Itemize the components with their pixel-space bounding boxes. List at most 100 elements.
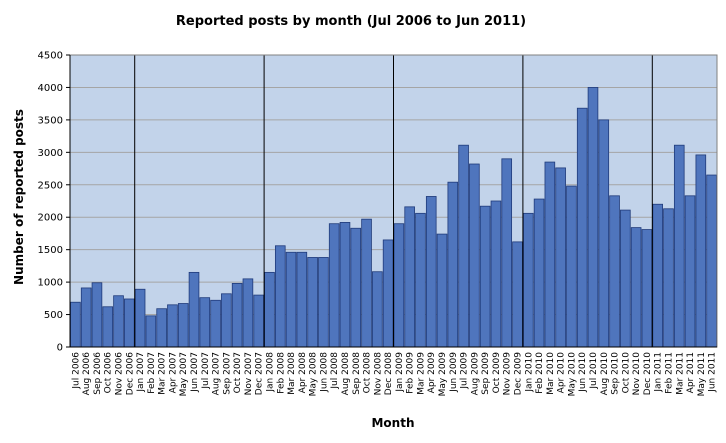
x-tick-label: Jun 2008: [319, 352, 329, 393]
bar: [630, 227, 642, 348]
bar: [523, 212, 534, 348]
x-tick-label: Nov 2006: [115, 352, 125, 396]
x-tick-label: Jun 2011: [708, 352, 718, 393]
bar: [328, 223, 340, 348]
x-tick-label: Jul 2010: [589, 352, 599, 390]
x-tick-label: Jul 2007: [201, 352, 211, 390]
bar: [102, 306, 114, 348]
x-tick-label: Dec 2007: [255, 352, 265, 395]
x-tick-label: Jan 2008: [265, 352, 275, 393]
bar: [566, 185, 577, 348]
y-tick-label: 1500: [38, 245, 63, 256]
bar: [490, 200, 502, 348]
x-tick-label: Dec 2009: [514, 352, 524, 395]
bar: [274, 245, 286, 348]
x-tick-label: Feb 2010: [535, 352, 545, 394]
x-tick-label: Dec 2008: [384, 352, 394, 395]
bar: [285, 251, 297, 348]
bar: [469, 163, 480, 348]
x-tick-label: Feb 2007: [147, 352, 157, 394]
bar: [221, 293, 232, 348]
x-tick-label: May 2010: [567, 352, 577, 397]
x-tick-label: Jan 2010: [524, 352, 534, 393]
x-tick-label: May 2008: [309, 352, 319, 397]
x-tick-label: Sep 2006: [93, 352, 103, 395]
x-tick-label: May 2009: [438, 352, 448, 397]
bar: [80, 287, 92, 348]
bar: [415, 212, 426, 348]
bar: [91, 282, 103, 348]
bar: [253, 294, 264, 348]
x-tick-label: Mar 2008: [287, 352, 297, 395]
bar: [663, 208, 674, 348]
x-tick-label: Aug 2006: [82, 352, 92, 396]
bar: [598, 119, 610, 348]
y-tick-label: 4500: [38, 51, 63, 62]
x-tick-label: Apr 2007: [168, 352, 178, 393]
bar: [318, 257, 329, 348]
y-tick-label: 2000: [38, 213, 63, 224]
bar: [587, 87, 599, 348]
x-tick-label: Oct 2008: [363, 352, 373, 394]
x-tick-label: Dec 2006: [125, 352, 135, 395]
x-tick-label: Mar 2011: [675, 352, 685, 395]
x-tick-label: Sep 2007: [222, 352, 232, 395]
y-tick-label: 3500: [38, 115, 63, 126]
y-tick-label: 3000: [38, 148, 63, 159]
x-tick-label: May 2007: [179, 352, 189, 396]
x-tick-label: Jul 2006: [71, 352, 81, 390]
chart-title: Reported posts by month (Jul 2006 to Jun…: [176, 14, 526, 29]
bar: [145, 315, 157, 348]
bar: [382, 239, 394, 348]
x-tick-label: Jun 2009: [449, 352, 459, 393]
bar: [641, 229, 653, 348]
bar: [609, 195, 620, 348]
bar: [652, 203, 663, 348]
x-tick-label: Jan 2007: [136, 352, 146, 393]
bar: [350, 227, 362, 348]
bar: [706, 174, 717, 348]
bar: [264, 271, 275, 348]
x-tick-label: Jul 2008: [330, 352, 340, 390]
bar: [199, 297, 211, 348]
bar: [533, 198, 545, 348]
x-tick-label: Apr 2009: [427, 352, 437, 394]
x-tick-label: Apr 2011: [686, 352, 696, 393]
bar: [512, 241, 523, 348]
x-tick-label: Nov 2007: [244, 352, 254, 395]
bar: [177, 303, 189, 348]
x-tick-label: Oct 2007: [233, 352, 243, 393]
bar: [210, 299, 221, 348]
x-tick-label: Nov 2010: [632, 352, 642, 396]
x-tick-label: Sep 2009: [481, 352, 491, 395]
bar: [673, 144, 685, 348]
bar: [134, 288, 146, 348]
x-tick-label: Oct 2006: [104, 352, 114, 394]
bar: [156, 308, 167, 348]
bar: [231, 283, 243, 348]
x-tick-label: Sep 2010: [611, 352, 621, 395]
x-tick-label: Jun 2007: [190, 352, 200, 393]
bar: [425, 196, 437, 348]
x-tick-label: Nov 2008: [373, 352, 383, 396]
x-tick-label: Aug 2008: [341, 352, 351, 396]
bar: [393, 223, 405, 348]
bar: [684, 195, 696, 348]
x-tick-label: Feb 2009: [406, 352, 416, 394]
bar: [188, 271, 200, 348]
x-tick-label: Feb 2008: [276, 352, 286, 394]
x-tick-label: Jan 2011: [654, 352, 664, 393]
x-tick-label: Mar 2009: [416, 352, 426, 395]
bar: [167, 304, 178, 348]
bar: [242, 278, 254, 348]
bar: [479, 205, 491, 348]
x-tick-label: Jul 2009: [460, 352, 470, 390]
x-tick-label: Oct 2009: [492, 352, 502, 394]
bar: [447, 181, 459, 348]
y-tick-label: 500: [44, 310, 63, 321]
x-tick-label: Aug 2007: [212, 352, 222, 395]
x-tick-label: Aug 2009: [470, 352, 480, 396]
bar: [404, 206, 415, 348]
bar: [113, 295, 124, 348]
bar: [501, 158, 513, 348]
